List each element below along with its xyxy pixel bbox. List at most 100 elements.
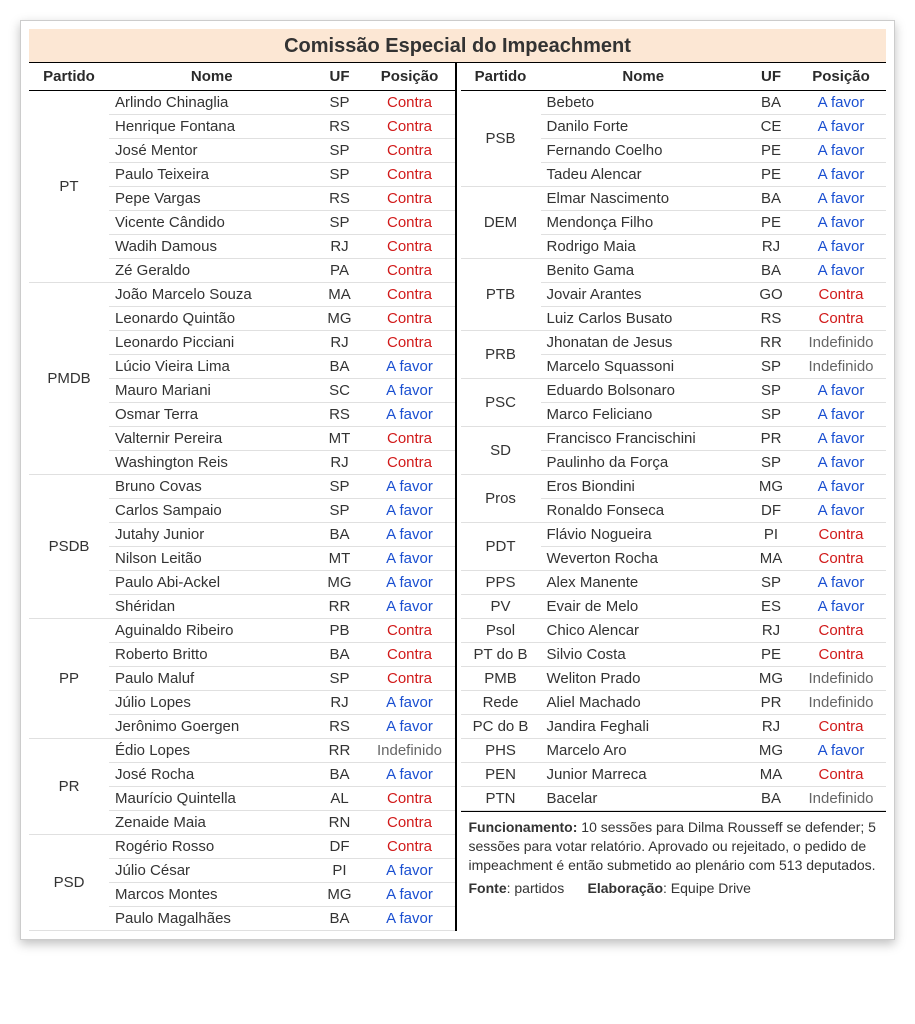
right-table: Partido Nome UF Posição PSBBebetoBAA fav… bbox=[461, 63, 887, 811]
table-row: PVEvair de MeloESA favor bbox=[461, 595, 887, 619]
table-row: PHSMarcelo AroMGA favor bbox=[461, 739, 887, 763]
pos-cell: Contra bbox=[796, 283, 886, 307]
name-cell: Zenaide Maia bbox=[109, 811, 315, 835]
name-cell: Paulinho da Força bbox=[541, 451, 747, 475]
uf-cell: BA bbox=[746, 787, 796, 811]
uf-cell: MG bbox=[746, 739, 796, 763]
pos-cell: A favor bbox=[365, 355, 455, 379]
uf-cell: BA bbox=[315, 763, 365, 787]
name-cell: Rodrigo Maia bbox=[541, 235, 747, 259]
name-cell: Paulo Abi-Ackel bbox=[109, 571, 315, 595]
uf-cell: SP bbox=[746, 403, 796, 427]
uf-cell: MA bbox=[315, 283, 365, 307]
table-row: PDTFlávio NogueiraPIContra bbox=[461, 523, 887, 547]
pos-cell: A favor bbox=[796, 235, 886, 259]
table-row: PTNBacelarBAIndefinido bbox=[461, 787, 887, 811]
pos-cell: A favor bbox=[365, 859, 455, 883]
table-row: PMBWeliton PradoMGIndefinido bbox=[461, 667, 887, 691]
pos-cell: A favor bbox=[365, 883, 455, 907]
name-cell: Eros Biondini bbox=[541, 475, 747, 499]
name-cell: Fernando Coelho bbox=[541, 139, 747, 163]
uf-cell: PI bbox=[315, 859, 365, 883]
uf-cell: PR bbox=[746, 691, 796, 715]
uf-cell: ES bbox=[746, 595, 796, 619]
uf-cell: BA bbox=[315, 523, 365, 547]
table-row: PTBBenito GamaBAA favor bbox=[461, 259, 887, 283]
uf-cell: MT bbox=[315, 427, 365, 451]
uf-cell: SP bbox=[315, 475, 365, 499]
name-cell: Eduardo Bolsonaro bbox=[541, 379, 747, 403]
pos-cell: Indefinido bbox=[796, 667, 886, 691]
name-cell: Paulo Maluf bbox=[109, 667, 315, 691]
name-cell: Henrique Fontana bbox=[109, 115, 315, 139]
uf-cell: RN bbox=[315, 811, 365, 835]
name-cell: Washington Reis bbox=[109, 451, 315, 475]
name-cell: Maurício Quintella bbox=[109, 787, 315, 811]
uf-cell: RS bbox=[315, 403, 365, 427]
pos-cell: A favor bbox=[365, 475, 455, 499]
hdr-pos: Posição bbox=[796, 63, 886, 91]
pos-cell: A favor bbox=[796, 403, 886, 427]
pos-cell: Contra bbox=[365, 667, 455, 691]
pos-cell: A favor bbox=[365, 595, 455, 619]
pos-cell: A favor bbox=[796, 379, 886, 403]
pos-cell: A favor bbox=[796, 571, 886, 595]
name-cell: Roberto Britto bbox=[109, 643, 315, 667]
pos-cell: A favor bbox=[365, 571, 455, 595]
pos-cell: Contra bbox=[365, 331, 455, 355]
pos-cell: Contra bbox=[365, 163, 455, 187]
name-cell: Silvio Costa bbox=[541, 643, 747, 667]
uf-cell: MG bbox=[315, 883, 365, 907]
name-cell: Tadeu Alencar bbox=[541, 163, 747, 187]
uf-cell: RR bbox=[315, 739, 365, 763]
hdr-partido: Partido bbox=[29, 63, 109, 91]
name-cell: Mauro Mariani bbox=[109, 379, 315, 403]
name-cell: Aguinaldo Ribeiro bbox=[109, 619, 315, 643]
fonte-label: Fonte bbox=[469, 880, 507, 896]
uf-cell: DF bbox=[315, 835, 365, 859]
name-cell: Bruno Covas bbox=[109, 475, 315, 499]
name-cell: Francisco Francischini bbox=[541, 427, 747, 451]
name-cell: Jovair Arantes bbox=[541, 283, 747, 307]
left-table: Partido Nome UF Posição PTArlindo Chinag… bbox=[29, 63, 455, 931]
uf-cell: GO bbox=[746, 283, 796, 307]
name-cell: João Marcelo Souza bbox=[109, 283, 315, 307]
uf-cell: SP bbox=[315, 91, 365, 115]
name-cell: Wadih Damous bbox=[109, 235, 315, 259]
name-cell: Elmar Nascimento bbox=[541, 187, 747, 211]
pos-cell: Contra bbox=[365, 835, 455, 859]
table-row: PSDBBruno CovasSPA favor bbox=[29, 475, 455, 499]
pos-cell: A favor bbox=[365, 907, 455, 931]
name-cell: Édio Lopes bbox=[109, 739, 315, 763]
party-cell: PSD bbox=[29, 835, 109, 931]
table-row: SDFrancisco FrancischiniPRA favor bbox=[461, 427, 887, 451]
table-row: PPSAlex ManenteSPA favor bbox=[461, 571, 887, 595]
pos-cell: A favor bbox=[365, 499, 455, 523]
footer-note: Funcionamento: 10 sessões para Dilma Rou… bbox=[461, 811, 887, 904]
pos-cell: Contra bbox=[365, 211, 455, 235]
uf-cell: RS bbox=[315, 187, 365, 211]
name-cell: Pepe Vargas bbox=[109, 187, 315, 211]
uf-cell: PE bbox=[746, 139, 796, 163]
table-row: PTArlindo ChinagliaSPContra bbox=[29, 91, 455, 115]
uf-cell: RJ bbox=[315, 691, 365, 715]
name-cell: Osmar Terra bbox=[109, 403, 315, 427]
name-cell: Bacelar bbox=[541, 787, 747, 811]
table-row: PC do BJandira FeghaliRJContra bbox=[461, 715, 887, 739]
title: Comissão Especial do Impeachment bbox=[29, 29, 886, 63]
party-cell: Pros bbox=[461, 475, 541, 523]
pos-cell: Contra bbox=[365, 811, 455, 835]
pos-cell: Indefinido bbox=[796, 331, 886, 355]
uf-cell: SP bbox=[315, 667, 365, 691]
uf-cell: MT bbox=[315, 547, 365, 571]
name-cell: Marcelo Aro bbox=[541, 739, 747, 763]
name-cell: Jhonatan de Jesus bbox=[541, 331, 747, 355]
uf-cell: RJ bbox=[746, 619, 796, 643]
party-cell: DEM bbox=[461, 187, 541, 259]
fonte-text: : partidos bbox=[507, 880, 565, 896]
name-cell: Marcelo Squassoni bbox=[541, 355, 747, 379]
name-cell: Lúcio Vieira Lima bbox=[109, 355, 315, 379]
pos-cell: A favor bbox=[796, 211, 886, 235]
pos-cell: Contra bbox=[365, 115, 455, 139]
party-cell: PSB bbox=[461, 91, 541, 187]
